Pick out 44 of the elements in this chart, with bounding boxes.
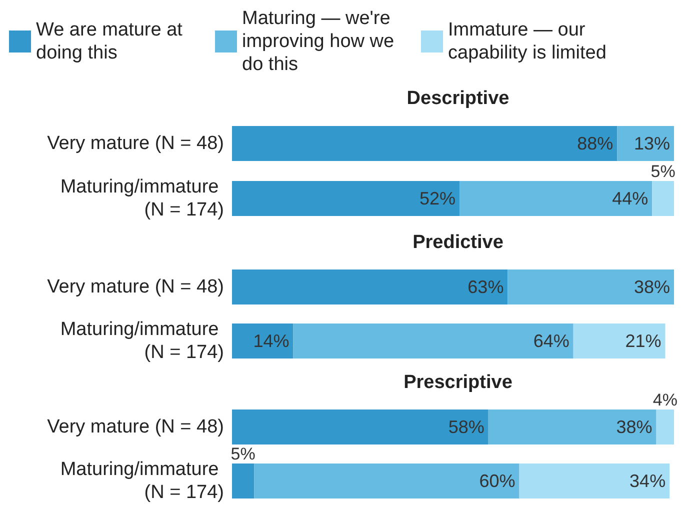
data-label: 38%: [616, 417, 652, 437]
data-label: 13%: [634, 134, 670, 154]
y-tick-label: Maturing/immature (N = 174): [60, 176, 224, 220]
bar: [232, 181, 460, 216]
bar: [460, 181, 652, 216]
bar: [232, 126, 618, 161]
y-tick-label: Very mature (N = 48): [47, 276, 224, 298]
bar: [232, 270, 508, 304]
data-label: 44%: [612, 188, 648, 208]
data-label: 38%: [634, 277, 670, 297]
bar: [519, 464, 670, 498]
bar: [573, 324, 666, 358]
y-tick-label: Maturing/immature (N = 174): [60, 459, 224, 503]
bar: [652, 181, 674, 216]
bar: [254, 464, 520, 498]
bar: [508, 270, 674, 304]
y-tick-label: Very mature (N = 48): [47, 416, 224, 438]
data-label: 14%: [253, 331, 290, 351]
chart-title: Descriptive: [406, 88, 510, 109]
chart-title: Predictive: [412, 232, 504, 253]
data-label: 5%: [230, 444, 256, 464]
bar: [232, 324, 294, 358]
legend-label: Immature — our capability is limited: [448, 20, 606, 64]
data-label: 21%: [625, 331, 662, 351]
legend-label: We are mature at doing this: [36, 20, 188, 64]
bar: [232, 464, 254, 498]
data-label: 63%: [468, 277, 504, 297]
data-label: 34%: [630, 471, 666, 491]
data-label: 88%: [577, 134, 614, 154]
data-label: 5%: [650, 162, 676, 181]
bar: [617, 126, 674, 161]
data-label: 58%: [448, 417, 484, 437]
chart-title: Prescriptive: [404, 372, 512, 393]
data-label: 60%: [479, 471, 516, 491]
y-tick-label: Maturing/immature (N = 174): [60, 319, 224, 363]
bar: [488, 410, 656, 444]
bar: [656, 410, 674, 444]
data-label: 4%: [652, 390, 678, 410]
y-tick-label: Very mature (N = 48): [47, 133, 224, 154]
bar: [293, 324, 574, 358]
legend-label: Maturing — we're improving how we do this: [242, 8, 400, 75]
bar: [232, 410, 488, 444]
data-label: 64%: [533, 331, 570, 351]
data-label: 52%: [420, 188, 456, 208]
